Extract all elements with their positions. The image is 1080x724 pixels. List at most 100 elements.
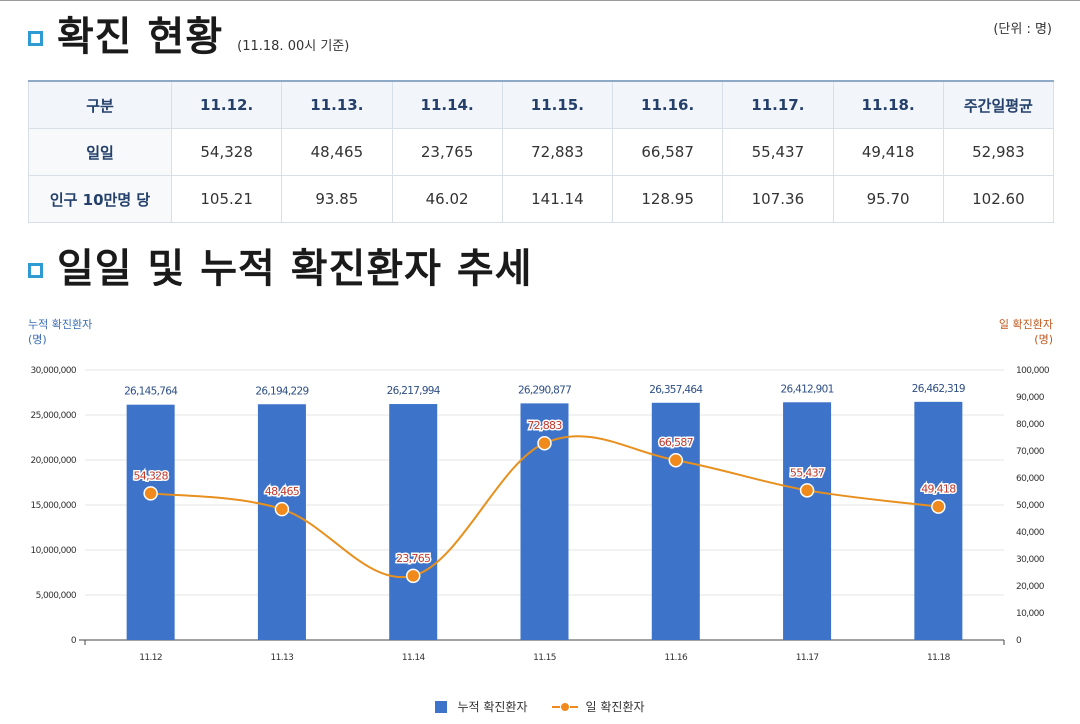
y-right-tick-label: 100,000 xyxy=(1016,366,1050,376)
table-cell: 46.02 xyxy=(391,175,503,223)
section-title-trend: 일일 및 누적 확진환자 추세 xyxy=(28,236,533,294)
column-header: 11.12. xyxy=(170,80,283,129)
table-cell: 72,883 xyxy=(501,128,614,176)
bar-data-label: 26,145,764 xyxy=(124,386,178,398)
line-point xyxy=(143,486,158,501)
y-right-tick-label: 20,000 xyxy=(1016,582,1045,592)
bar-data-label: 26,462,319 xyxy=(912,383,965,395)
column-header: 11.16. xyxy=(611,80,724,129)
bar-data-label: 26,412,901 xyxy=(781,383,834,395)
y-right-tick-label: 80,000 xyxy=(1016,420,1045,430)
page-subtitle: (11.18. 00시 기준) xyxy=(237,39,350,54)
y-right-axis-title: 일 확진환자 xyxy=(998,318,1053,331)
bar xyxy=(914,401,963,640)
y-left-tick-label: 5,000,000 xyxy=(36,591,77,601)
y-right-tick-label: 0 xyxy=(1016,636,1022,646)
y-left-tick-label: 10,000,000 xyxy=(30,546,76,556)
y-left-tick-label: 0 xyxy=(71,636,77,646)
x-tick-label: 11.16 xyxy=(664,653,688,663)
line-data-label: 23,765 xyxy=(396,552,431,565)
table-cell: 141.14 xyxy=(501,175,614,223)
y-left-axis-label: 누적 확진환자 (명) xyxy=(28,317,92,347)
bar xyxy=(783,402,832,640)
table-cell: 66,587 xyxy=(611,128,724,176)
y-left-tick-label: 15,000,000 xyxy=(30,501,76,511)
legend-label: 일 확진환자 xyxy=(585,700,645,714)
bar-data-label: 26,217,994 xyxy=(387,385,441,397)
page-title: 확진 현황 xyxy=(57,14,224,60)
top-border xyxy=(0,0,1080,1)
line-data-label: 48,465 xyxy=(265,485,300,498)
stats-table: 구분 11.12. 11.13. 11.14. 11.15. 11.16. 11… xyxy=(28,80,1055,223)
legend-line-marker-icon xyxy=(551,701,578,713)
table-cell: 55,437 xyxy=(722,128,834,176)
legend-bar-swatch-icon xyxy=(435,700,448,713)
line-data-label: 66,587 xyxy=(659,436,694,449)
column-header: 주간일평균 xyxy=(942,80,1055,129)
section-title-status: 확진 현황 (11.18. 00시 기준) xyxy=(28,4,349,62)
bar-data-label: 26,290,877 xyxy=(518,384,571,396)
line-point xyxy=(537,435,552,451)
table-cell: 54,328 xyxy=(170,128,283,176)
legend-item-daily: 일 확진환자 xyxy=(551,698,645,715)
y-right-tick-label: 10,000 xyxy=(1016,609,1045,619)
bar xyxy=(389,404,438,640)
table-cell: 102.60 xyxy=(942,175,1055,223)
bar-data-label: 26,194,229 xyxy=(255,385,308,397)
line-data-label: 72,883 xyxy=(527,419,562,432)
line-data-label: 55,437 xyxy=(790,466,825,479)
unit-label: (단위 : 명) xyxy=(993,22,1052,37)
y-left-axis-unit: (명) xyxy=(28,333,47,346)
table-cell: 95.70 xyxy=(832,175,944,223)
table-cell: 93.85 xyxy=(281,175,393,223)
x-tick-label: 11.12 xyxy=(139,653,162,663)
table-header-row: 구분 11.12. 11.13. 11.14. 11.15. 11.16. 11… xyxy=(28,80,1055,129)
table-cell: 128.95 xyxy=(611,175,724,223)
bar-data-label: 26,357,464 xyxy=(649,384,703,396)
y-right-tick-label: 40,000 xyxy=(1016,528,1045,538)
row-header: 인구 10만명 당 xyxy=(28,175,172,223)
x-tick-label: 11.17 xyxy=(796,653,819,663)
bar xyxy=(651,402,700,640)
line-point xyxy=(274,501,290,517)
column-header: 구분 xyxy=(28,80,172,129)
line-point xyxy=(405,568,421,584)
column-header: 11.17. xyxy=(722,80,834,129)
legend-label: 누적 확진환자 xyxy=(457,700,528,714)
chart-legend: 누적 확진환자 일 확진환자 xyxy=(0,698,1080,715)
line-data-label: 54,328 xyxy=(133,469,168,482)
y-right-axis-unit: (명) xyxy=(1034,333,1053,346)
table-cell: 49,418 xyxy=(832,128,944,176)
line-point xyxy=(668,452,684,468)
y-left-tick-label: 30,000,000 xyxy=(30,366,76,376)
column-header: 11.14. xyxy=(391,80,503,129)
table-cell: 107.36 xyxy=(722,175,834,223)
column-header: 11.15. xyxy=(501,80,614,129)
line-data-label: 49,418 xyxy=(921,483,956,496)
line-point xyxy=(799,483,815,498)
y-left-tick-label: 20,000,000 xyxy=(30,456,76,466)
x-tick-label: 11.13 xyxy=(271,653,294,663)
column-header: 11.13. xyxy=(281,80,393,129)
chart-plot: 0 5,000,000 10,000,000 15,000,000 20,000,000… xyxy=(30,366,1050,663)
y-right-tick-label: 90,000 xyxy=(1016,393,1045,403)
bullet-square-icon xyxy=(28,31,43,46)
line-point xyxy=(931,499,946,514)
y-right-tick-label: 50,000 xyxy=(1016,501,1045,511)
y-right-tick-label: 60,000 xyxy=(1016,474,1045,484)
column-header: 11.18. xyxy=(832,80,944,129)
table-cell: 105.21 xyxy=(170,175,283,223)
y-right-axis-label: 일 확진환자 (명) xyxy=(999,317,1053,347)
row-header: 일일 xyxy=(28,128,172,176)
table-row: 인구 10만명 당 105.21 93.85 46.02 141.14 128.… xyxy=(28,175,1055,223)
x-tick-label: 11.15 xyxy=(533,653,556,663)
y-right-tick-label: 70,000 xyxy=(1016,447,1045,457)
trend-chart: 누적 확진환자 (명) 일 확진환자 (명) 0 5,000,000 10,000,… xyxy=(0,300,1080,724)
bullet-square-icon xyxy=(28,263,43,278)
x-tick-label: 11.14 xyxy=(402,653,426,663)
chart-title: 일일 및 누적 확진환자 추세 xyxy=(57,246,533,292)
table-cell: 52,983 xyxy=(942,128,1055,176)
table-cell: 48,465 xyxy=(281,128,393,176)
y-left-axis-title: 누적 확진환자 xyxy=(28,318,93,331)
y-left-tick-label: 25,000,000 xyxy=(30,411,76,421)
